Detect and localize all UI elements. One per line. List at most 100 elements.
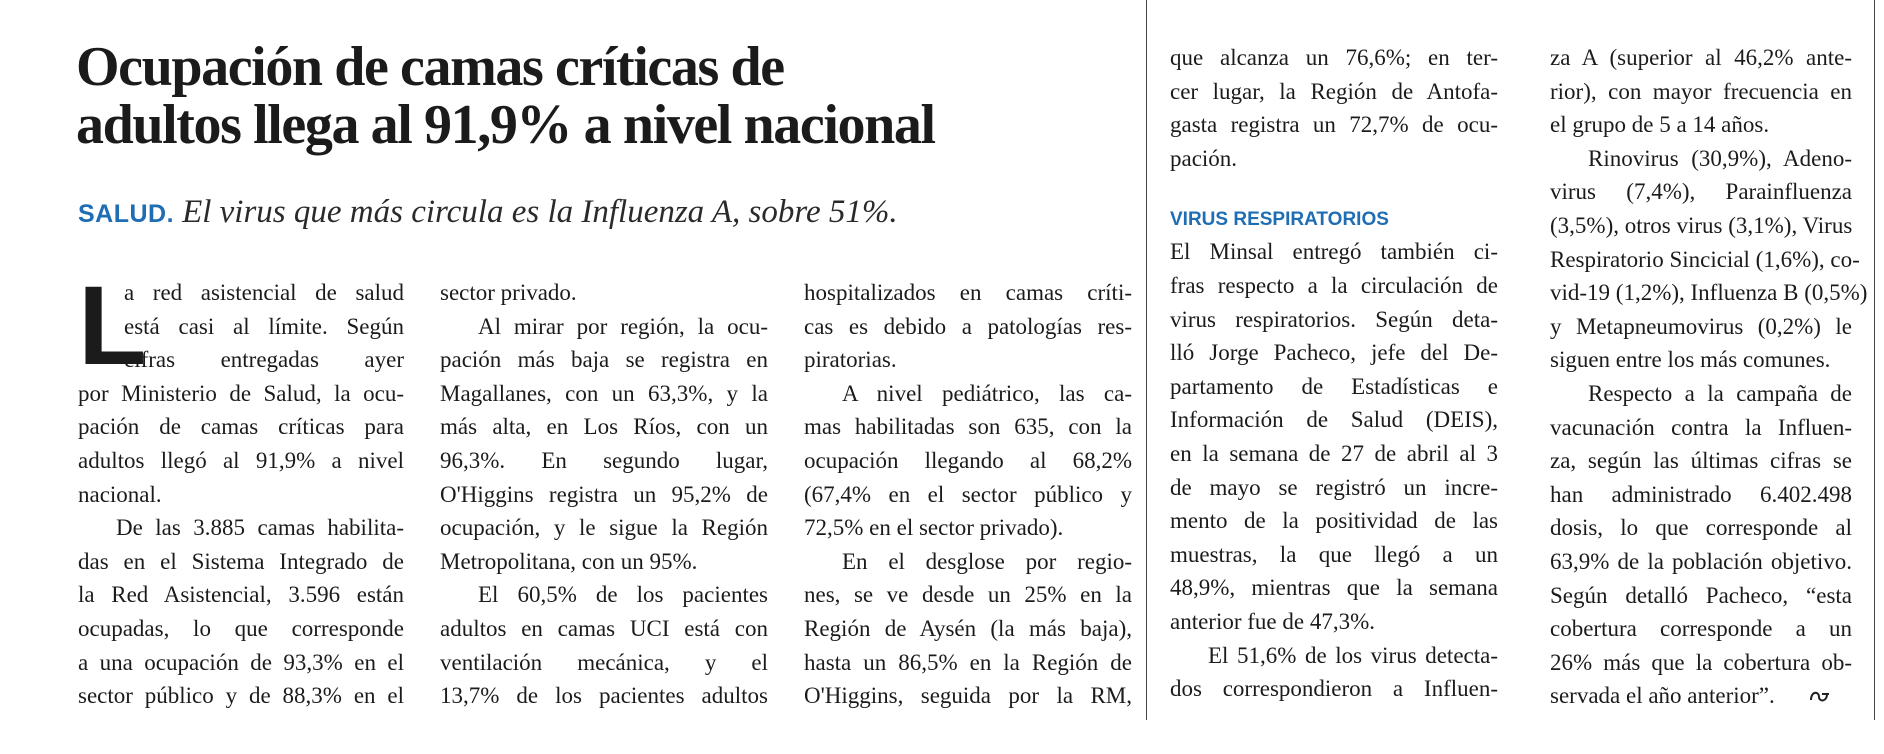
text-line: adultos en camas UCI está con — [440, 615, 768, 641]
text-line: anterior fue de 47,3%. — [1170, 608, 1376, 634]
text-line: O'Higgins registra un 95,2% de — [440, 481, 768, 507]
text-line: ocupación llegando al 68,2% — [804, 447, 1132, 473]
text-line: A nivel pediátrico, las ca- — [842, 380, 1132, 406]
text-line: sector público y de 88,3% en el — [78, 683, 404, 709]
text-line: De las 3.885 camas habilita- — [116, 515, 404, 541]
text-line: servada el año anterior”. — [1550, 683, 1775, 709]
text-line: Según detalló Pacheco, “esta — [1550, 582, 1852, 608]
text-line: cifras entregadas ayer — [124, 347, 404, 373]
text-line: 96,3%. En segundo lugar, — [440, 447, 768, 473]
text-line: rior), con mayor frecuencia en — [1550, 78, 1852, 104]
text-line: nacional. — [78, 481, 162, 507]
text-line: por Ministerio de Salud, la ocu- — [78, 380, 404, 406]
subtitle: El virus que más circula es la Influenza… — [182, 194, 898, 230]
text-line: cas es debido a patologías res- — [804, 313, 1132, 339]
text-line: Rinovirus (30,9%), Adeno- — [1588, 145, 1852, 171]
text-line: dos correspondieron a Influen- — [1170, 676, 1498, 702]
text-line: (67,4% en el sector público y — [804, 481, 1132, 507]
text-column: que alcanza un 76,6%; en ter-cer lugar, … — [1170, 41, 1498, 706]
subheading: SALUD. El virus que más circula es la Inf… — [78, 194, 898, 231]
text-line: cobertura corresponde a un — [1550, 616, 1852, 642]
text-line: mas habilitadas son 635, con la — [804, 414, 1132, 440]
text-line: mento de la positividad de las — [1170, 508, 1498, 534]
text-column: hospitalizados en camas críti-cas es deb… — [804, 276, 1132, 713]
text-line: pación más baja se registra en — [440, 347, 768, 373]
text-line: ocupación, y le sigue la Región — [440, 515, 768, 541]
text-line: y Metapneumovirus (0,2%) le — [1550, 313, 1852, 339]
text-line: 26% más que la cobertura ob- — [1550, 649, 1852, 675]
text-line: Respecto a la campaña de — [1588, 380, 1852, 406]
text-line: Información de Salud (DEIS), — [1170, 407, 1498, 433]
text-line: ventilación mecánica, y el — [440, 649, 768, 675]
column-rule — [1146, 0, 1147, 720]
paragraph: que alcanza un 76,6%; en ter-cer lugar, … — [1170, 41, 1498, 175]
text-line: vacunación contra la Influen- — [1550, 414, 1852, 440]
text-line: virus respiratorios. Según deta- — [1170, 306, 1498, 332]
text-line: está casi al límite. Según — [124, 313, 404, 339]
text-line: virus (7,4%), Parainfluenza — [1550, 179, 1852, 205]
text-line: muestras, la que llegó a un — [1170, 541, 1498, 567]
text-line: Magallanes, con un 63,3%, y la — [440, 380, 768, 406]
text-line: fras respecto a la circulación de — [1170, 272, 1498, 298]
text-line: dosis, lo que corresponde al — [1550, 515, 1852, 541]
paragraph: za A (superior al 46,2% ante-rior), con … — [1550, 41, 1852, 142]
text-line: a una ocupación de 93,3% en el — [78, 649, 404, 675]
paragraph: Respecto a la campaña de vacunación contr… — [1550, 377, 1852, 713]
headline-line: adultos llega al 91,9% a nivel nacional — [76, 94, 936, 156]
paragraph: Al mirar por región, la ocu-pación más b… — [440, 310, 768, 579]
paragraph: Rinovirus (30,9%), Adeno-virus (7,4%), P… — [1550, 142, 1868, 377]
text-line: El 51,6% de los virus detecta- — [1208, 642, 1498, 668]
text-line: que alcanza un 76,6%; en ter- — [1170, 45, 1498, 70]
text-line: gasta registra un 72,7% de ocu- — [1170, 112, 1498, 138]
paragraph: A nivel pediátrico, las ca-mas habilitad… — [804, 377, 1132, 545]
text-line: piratorias. — [804, 347, 897, 373]
text-line: Región de Aysén (la más baja), — [804, 615, 1132, 641]
drop-cap: L — [78, 263, 147, 388]
text-line: (3,5%), otros virus (3,1%), Virus — [1550, 212, 1853, 238]
end-mark — [1810, 691, 1829, 702]
text-line: siguen entre los más comunes. — [1550, 347, 1831, 373]
headline: Ocupación de camas críticas de adultos l… — [76, 38, 1136, 154]
text-line: en la semana de 27 de abril al 3 — [1170, 440, 1498, 466]
text-line: partamento de Estadísticas e — [1170, 373, 1498, 399]
text-line: za A (superior al 46,2% ante- — [1550, 45, 1852, 70]
paragraph: sector privado. — [440, 276, 768, 310]
text-line: 63,9% de la población objetivo. — [1550, 548, 1852, 574]
paragraph: El 51,6% de los virus detecta-dos corres… — [1170, 639, 1498, 706]
column-rule — [1874, 0, 1875, 720]
text-line: hospitalizados en camas críti- — [804, 280, 1132, 305]
text-line: 72,5% en el sector privado). — [804, 515, 1064, 541]
text-line: a red asistencial de salud — [124, 280, 404, 305]
text-line: han administrado 6.402.498 — [1550, 481, 1852, 507]
text-line: sector privado. — [440, 280, 577, 305]
text-line: 13,7% de los pacientes adultos — [440, 683, 768, 709]
text-line: 48,9%, mientras que la semana — [1170, 575, 1498, 601]
text-line: pación de camas críticas para — [78, 414, 404, 440]
text-line: ocupadas, lo que corresponde — [78, 615, 404, 641]
paragraph: hospitalizados en camas críti-cas es deb… — [804, 276, 1132, 377]
text-line: En el desglose por regio- — [842, 548, 1132, 574]
paragraph: De las 3.885 camas habilita-das en el Si… — [78, 511, 404, 713]
kicker: SALUD. — [78, 200, 175, 228]
text-line: lló Jorge Pacheco, jefe del De- — [1170, 340, 1498, 366]
text-line: cer lugar, la Región de Antofa- — [1170, 78, 1498, 104]
text-line: adultos llegó al 91,9% a nivel — [78, 447, 404, 473]
text-line: nes, se ve desde un 25% en la — [804, 582, 1132, 608]
text-line: de mayo se registró un incre- — [1170, 474, 1498, 500]
text-line: vid-19 (1,2%), Influenza B (0,5%) — [1550, 280, 1868, 306]
text-line: El 60,5% de los pacientes — [478, 582, 768, 608]
text-column: za A (superior al 46,2% ante-rior), con … — [1550, 41, 1868, 713]
headline-line: Ocupación de camas críticas de — [76, 36, 785, 98]
text-line: el grupo de 5 a 14 años. — [1550, 112, 1770, 138]
text-line: Metropolitana, con un 95%. — [440, 548, 698, 574]
text-column: sector privado. Al mirar por región, la o… — [440, 276, 768, 713]
text-line: za, según las últimas cifras se — [1550, 448, 1852, 474]
section-heading: VIRUS RESPIRATORIOS — [1170, 209, 1389, 231]
text-line: hasta un 86,5% en la Región de — [804, 649, 1132, 675]
text-line: pación. — [1170, 145, 1238, 171]
text-line: Respiratorio Sincicial (1,6%), co- — [1550, 246, 1860, 272]
text-line: más alta, en Los Ríos, con un — [440, 414, 768, 440]
